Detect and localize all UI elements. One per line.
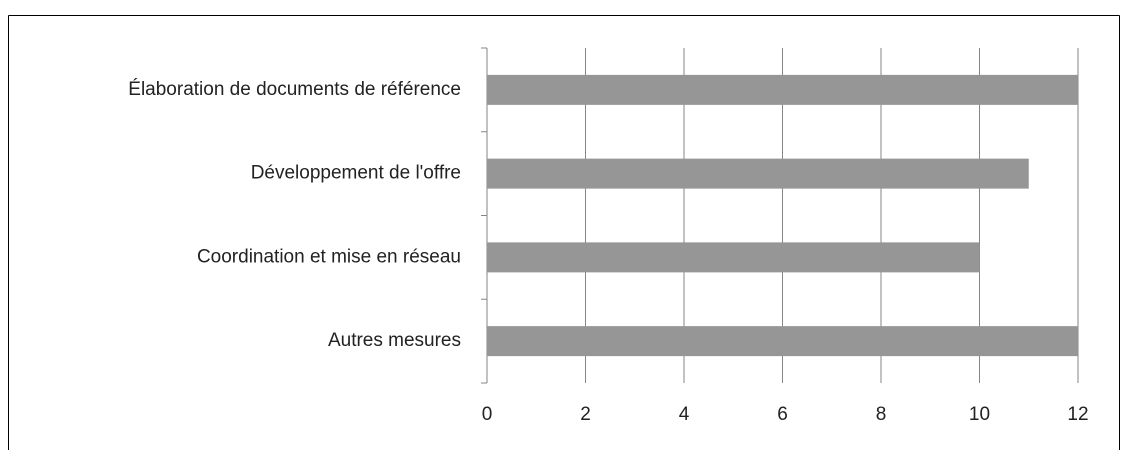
bar: [487, 158, 1029, 189]
x-tick-label: 4: [679, 404, 690, 425]
x-tick-label: 8: [876, 404, 887, 425]
bar: [487, 242, 980, 273]
x-tick-label: 12: [1067, 404, 1088, 425]
y-tick-label: Élaboration de documents de référence: [128, 79, 461, 100]
x-tick-label: 6: [777, 404, 788, 425]
y-tick-label: Coordination et mise en réseau: [197, 246, 461, 267]
y-tick-label: Autres mesures: [328, 330, 461, 351]
x-tick-label: 0: [482, 404, 493, 425]
y-tick-label: Développement de l'offre: [251, 163, 461, 184]
bar: [487, 326, 1078, 357]
x-tick-label: 10: [969, 404, 990, 425]
x-tick-label: 2: [580, 404, 591, 425]
bar: [487, 74, 1078, 105]
